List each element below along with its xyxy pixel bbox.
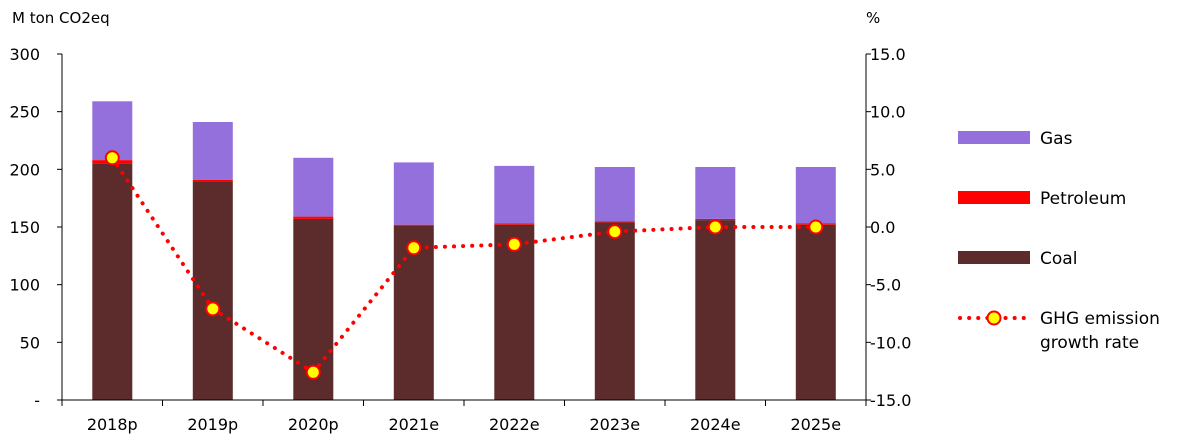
left-tick-label: 250 [9, 103, 40, 122]
left-tick-label: 50 [20, 333, 40, 352]
bar-gas-2020p [293, 157, 334, 217]
line-layer [104, 150, 824, 380]
growth-rate-point-2020p [305, 364, 321, 380]
left-tick-label: 300 [9, 45, 40, 64]
right-tick-label: 15.0 [870, 45, 906, 64]
legend-swatch-coal [958, 251, 1030, 264]
left-tick-label: 200 [9, 160, 40, 179]
left-axis-unit-label: M ton CO2eq [12, 9, 110, 27]
growth-rate-point-2022e [506, 236, 522, 252]
x-tick-label-2020p: 2020p [288, 415, 339, 434]
left-tick-label: 150 [9, 218, 40, 237]
bar-gas-2024e [695, 167, 736, 219]
legend-label-ghg-emission-growth-rate: growth rate [1040, 333, 1139, 353]
growth-rate-point-2024e [707, 219, 723, 235]
growth-rate-point-2021e [406, 240, 422, 256]
bar-petroleum-2019p [192, 179, 233, 182]
x-tick-label-2023e: 2023e [589, 415, 640, 434]
right-tick-label: 0.0 [870, 218, 895, 237]
legend-label-gas: Gas [1040, 129, 1073, 149]
bar-gas-2021e [393, 162, 434, 225]
right-tick-label: -15.0 [870, 391, 911, 410]
bar-petroleum-2020p [293, 216, 334, 219]
bar-gas-2022e [494, 165, 535, 224]
bar-gas-2025e [795, 167, 836, 224]
x-tick-label-2022e: 2022e [489, 415, 540, 434]
bar-petroleum-2023e [594, 221, 635, 223]
growth-rate-point-2025e [808, 219, 824, 235]
right-tick-label: -10.0 [870, 333, 911, 352]
bar-coal-2019p [192, 182, 233, 400]
legend-swatch-gas [958, 131, 1030, 144]
x-tick-label-2025e: 2025e [790, 415, 841, 434]
bar-coal-2025e [795, 224, 836, 400]
legend-label-ghg-emission-growth-rate: GHG emission [1040, 309, 1160, 329]
right-tick-label: -5.0 [870, 276, 901, 295]
x-tick-label-2024e: 2024e [690, 415, 741, 434]
right-axis-unit-label: % [866, 9, 880, 27]
left-tick-label: - [34, 391, 40, 410]
growth-rate-point-2018p [104, 150, 120, 166]
x-tick-label-2018p: 2018p [87, 415, 138, 434]
legend-label-coal: Coal [1040, 249, 1077, 269]
bar-coal-2022e [494, 224, 535, 400]
bar-petroleum-2021e [393, 224, 434, 226]
bar-coal-2023e [594, 222, 635, 400]
bar-gas-2019p [192, 122, 233, 180]
right-tick-label: 5.0 [870, 160, 895, 179]
right-tick-label: 10.0 [870, 103, 906, 122]
x-tick-label-2021e: 2021e [388, 415, 439, 434]
growth-rate-line [110, 155, 818, 375]
x-tick-label-2019p: 2019p [187, 415, 238, 434]
bar-coal-2018p [92, 163, 133, 400]
axes-layer: - 50 100 150 200 250 300 -15.0 -10.0 -5.0 0.0 5.0 10… [9, 45, 911, 434]
growth-rate-point-2019p [205, 301, 221, 317]
left-tick-label: 100 [9, 276, 40, 295]
growth-rate-point-2023e [607, 224, 623, 240]
bars-layer [92, 101, 836, 400]
bar-gas-2023e [594, 167, 635, 222]
legend-swatch-petroleum [958, 191, 1030, 204]
bar-coal-2024e [695, 220, 736, 400]
legend: Gas Petroleum Coal GHG emission growth rate [958, 129, 1160, 353]
legend-label-petroleum: Petroleum [1040, 189, 1126, 209]
bar-petroleum-2022e [494, 223, 535, 225]
legend-marker-ghg-emission-growth-rate [986, 310, 1002, 326]
